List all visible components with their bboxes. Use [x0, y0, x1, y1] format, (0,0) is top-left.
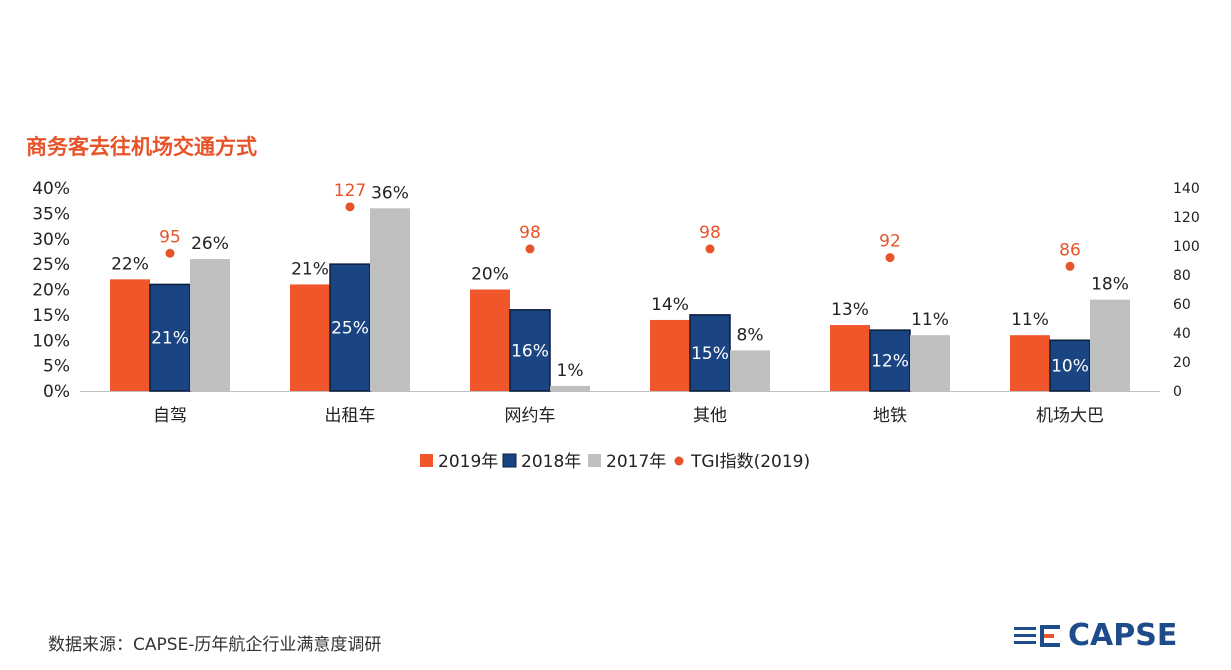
- tgi-point: [885, 253, 895, 263]
- legend-swatch: [588, 454, 601, 467]
- legend-label: 2019年: [438, 452, 498, 472]
- data-label: 15%: [691, 344, 729, 364]
- y-tick-label: 30%: [32, 230, 70, 250]
- data-label: 10%: [1051, 357, 1089, 377]
- data-label: 16%: [511, 341, 549, 361]
- y2-tick-label: 120: [1173, 210, 1200, 226]
- legend-label: TGI指数(2019): [690, 452, 810, 472]
- legend: 2019年 2018年 2017年 TGI指数(2019): [420, 452, 810, 472]
- bar-2019年: [470, 289, 510, 391]
- bar-2019年: [1010, 335, 1050, 391]
- x-tick-label: 自驾: [153, 406, 187, 426]
- bar-2019年: [830, 325, 870, 391]
- y-tick-label: 20%: [32, 281, 70, 301]
- y2-tick-label: 60: [1173, 297, 1191, 313]
- bar-2019年: [110, 279, 150, 391]
- y2-tick-label: 80: [1173, 268, 1191, 284]
- bar-2017年: [910, 335, 950, 391]
- y2-tick-label: 0: [1173, 384, 1182, 400]
- data-label: 36%: [371, 183, 409, 203]
- data-label: 8%: [737, 325, 764, 345]
- data-label: 13%: [831, 300, 869, 320]
- data-label: 22%: [111, 254, 149, 274]
- bar-2019年: [650, 319, 690, 391]
- source-note: 数据来源：CAPSE-历年航企行业满意度调研: [48, 635, 382, 655]
- tgi-point: [1065, 261, 1075, 271]
- tgi-point: [525, 244, 535, 254]
- y-tick-label: 5%: [43, 357, 70, 377]
- data-label: 1%: [557, 361, 584, 381]
- y-axis-right: 0 20 40 60 80 100 120 140: [1173, 181, 1200, 400]
- tgi-points-group: 95 127 98 98 92 86: [159, 181, 1081, 271]
- y2-tick-label: 140: [1173, 181, 1200, 197]
- x-tick-label: 地铁: [873, 406, 907, 426]
- tgi-label: 127: [334, 181, 366, 201]
- y-tick-label: 0%: [43, 382, 70, 402]
- x-tick-label: 机场大巴: [1036, 406, 1104, 426]
- tgi-point: [705, 244, 715, 254]
- data-label: 26%: [191, 234, 229, 254]
- data-label: 18%: [1091, 275, 1129, 295]
- tgi-point: [165, 248, 175, 258]
- legend-label: 2017年: [606, 452, 666, 472]
- y-tick-label: 25%: [32, 255, 70, 275]
- y-tick-label: 40%: [32, 179, 70, 199]
- legend-swatch: [674, 456, 684, 466]
- x-axis-labels: 自驾 出租车 网约车 其他 地铁 机场大巴: [153, 406, 1104, 426]
- capse-lines-icon: [1014, 624, 1060, 647]
- x-tick-label: 出租车: [325, 406, 376, 426]
- tgi-label: 92: [879, 232, 901, 252]
- y-tick-label: 35%: [32, 204, 70, 224]
- bar-2017年: [370, 208, 410, 391]
- capse-logo: CAPSE: [1014, 618, 1177, 653]
- bar-2018年: [509, 309, 551, 392]
- tgi-label: 86: [1059, 240, 1081, 260]
- bar-2017年: [1090, 299, 1130, 391]
- y-tick-label: 10%: [32, 331, 70, 351]
- legend-swatch: [420, 454, 433, 467]
- data-label: 25%: [331, 319, 369, 339]
- bar-2019年: [290, 284, 330, 391]
- legend-swatch: [502, 453, 517, 468]
- data-label: 11%: [911, 310, 949, 330]
- y-axis-left: 0% 5% 10% 15% 20% 25% 30% 35% 40%: [32, 179, 1160, 402]
- bars-group: 22% 21% 26% 21% 25% 36% 20% 16% 1% 14% 15% 8% 13% 12%…: [110, 183, 1130, 392]
- data-label: 14%: [651, 295, 689, 315]
- data-label: 21%: [151, 329, 189, 349]
- bar-2017年: [730, 350, 770, 391]
- bar-2018年: [1049, 339, 1091, 392]
- data-label: 21%: [291, 259, 329, 279]
- y2-tick-label: 100: [1173, 239, 1200, 255]
- tgi-point: [345, 202, 355, 212]
- bar-2018年: [689, 314, 731, 392]
- x-tick-label: 网约车: [505, 406, 556, 426]
- tgi-label: 98: [519, 223, 541, 243]
- y2-tick-label: 20: [1173, 355, 1191, 371]
- y2-tick-label: 40: [1173, 326, 1191, 342]
- bar-2017年: [190, 259, 230, 391]
- x-tick-label: 其他: [693, 406, 727, 426]
- bar-2018年: [869, 329, 911, 392]
- bar-2018年: [149, 283, 191, 392]
- logo-text: CAPSE: [1068, 618, 1178, 653]
- data-label: 11%: [1011, 310, 1049, 330]
- y-tick-label: 15%: [32, 306, 70, 326]
- data-label: 12%: [871, 352, 909, 372]
- tgi-label: 95: [159, 227, 181, 247]
- bar-2018年: [329, 263, 371, 392]
- chart-title: 商务客去往机场交通方式: [26, 135, 257, 159]
- data-label: 20%: [471, 265, 509, 285]
- legend-label: 2018年: [521, 452, 581, 472]
- bar-2017年: [550, 385, 590, 391]
- tgi-label: 98: [699, 223, 721, 243]
